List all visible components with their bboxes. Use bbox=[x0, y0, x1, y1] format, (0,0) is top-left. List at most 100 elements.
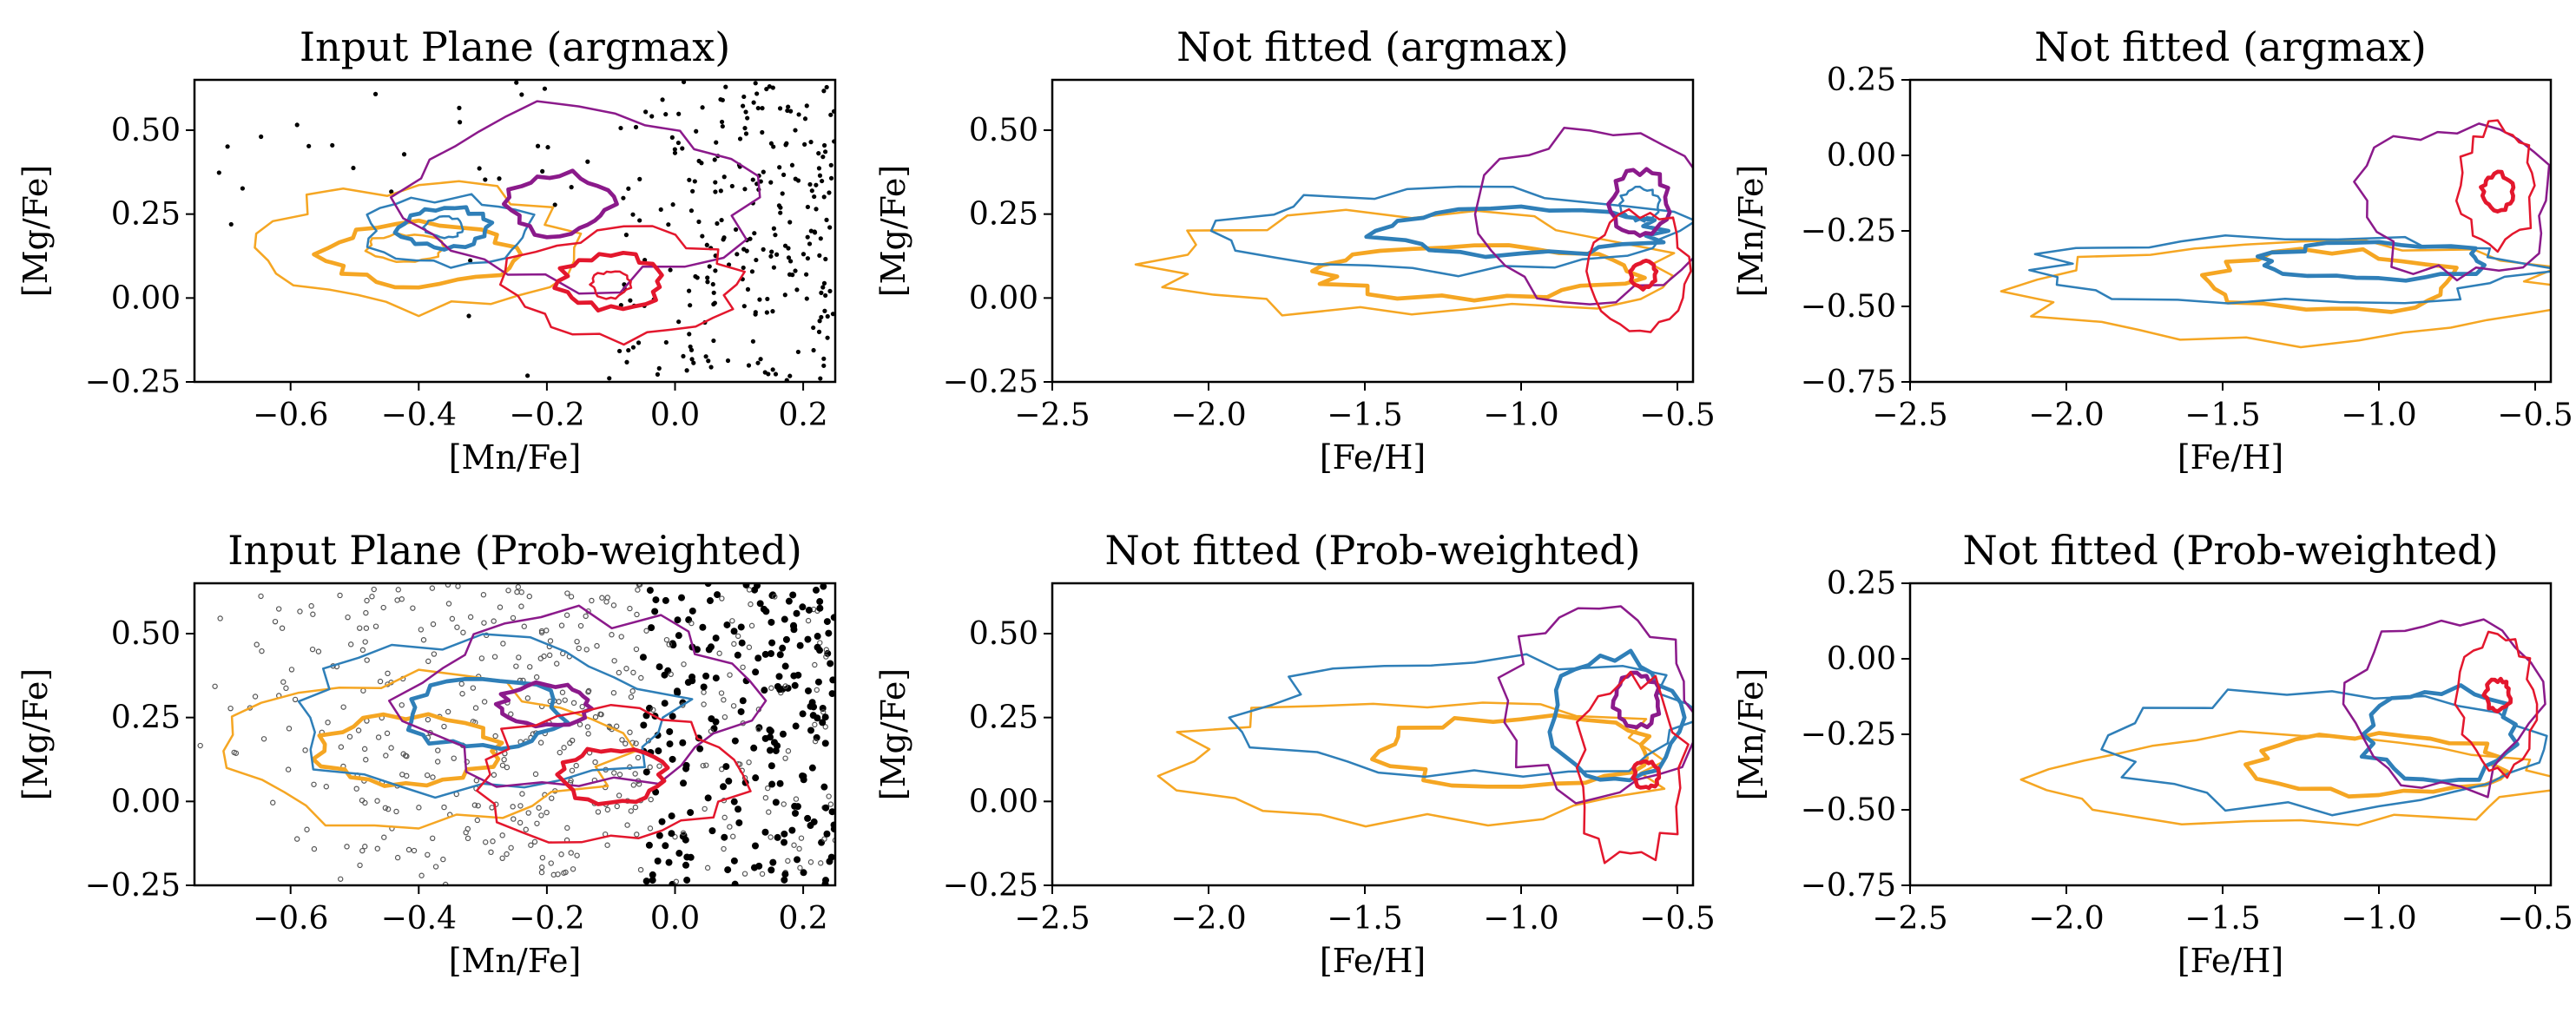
scatter-point bbox=[708, 365, 714, 370]
scatter-point bbox=[260, 736, 267, 742]
scatter-point bbox=[610, 602, 617, 608]
scatter-point bbox=[544, 809, 550, 816]
scatter-point bbox=[738, 639, 746, 647]
scatter-point bbox=[706, 358, 711, 364]
scatter-point bbox=[755, 360, 761, 365]
scatter-point bbox=[556, 699, 562, 705]
panel-2: −2.5 −2.0 −1.5 −1.0 −0.5 −0.25 0.00 0.25 0.50 Not… bbox=[874, 23, 1716, 477]
contour-line bbox=[2454, 119, 2536, 253]
scatter-point bbox=[716, 650, 722, 656]
scatter-point bbox=[770, 367, 775, 372]
scatter-point bbox=[774, 252, 780, 257]
contour-line bbox=[1156, 701, 1666, 828]
scatter-point bbox=[794, 856, 801, 864]
scatter-point bbox=[674, 616, 682, 624]
scatter-point bbox=[768, 762, 775, 770]
scatter-point bbox=[672, 147, 677, 152]
contour-line bbox=[1473, 126, 1693, 306]
scatter-point bbox=[583, 647, 590, 653]
scatter-point bbox=[628, 694, 635, 700]
contour-line bbox=[392, 205, 495, 252]
scatter-point bbox=[549, 795, 555, 801]
y-tick-label: 0.50 bbox=[111, 113, 181, 148]
scatter-point bbox=[394, 597, 400, 603]
scatter-point bbox=[636, 583, 642, 588]
scatter-point bbox=[796, 641, 804, 649]
contour-line bbox=[1628, 258, 1659, 292]
scatter-point bbox=[676, 111, 682, 116]
scatter-point bbox=[294, 122, 300, 128]
contour-line bbox=[254, 180, 583, 318]
scatter-point bbox=[808, 764, 816, 772]
scatter-point bbox=[782, 635, 790, 643]
scatter-point bbox=[623, 233, 629, 238]
scatter-point bbox=[789, 591, 797, 599]
scatter-point bbox=[751, 842, 759, 850]
panel-title: Not fitted (argmax) bbox=[2034, 23, 2427, 70]
scatter-point bbox=[283, 685, 289, 692]
x-tick-label: −0.2 bbox=[509, 398, 584, 433]
scatter-point bbox=[752, 231, 757, 236]
scatter-point bbox=[548, 860, 554, 866]
scatter-point bbox=[779, 730, 787, 738]
y-tick-label: 0.50 bbox=[111, 616, 181, 652]
scatter-point bbox=[656, 663, 663, 671]
x-tick-label: −2.5 bbox=[1014, 398, 1090, 433]
scatter-point bbox=[710, 725, 718, 733]
contour-line bbox=[589, 270, 633, 300]
scatter-point bbox=[500, 641, 506, 647]
scatter-point bbox=[288, 667, 295, 673]
scatter-point bbox=[405, 846, 412, 853]
scatter-point bbox=[768, 141, 774, 146]
contour-line bbox=[1611, 670, 1662, 730]
scatter-point bbox=[800, 772, 807, 780]
scatter-point bbox=[688, 344, 693, 350]
scatter-point bbox=[817, 319, 822, 324]
scatter-point bbox=[793, 796, 800, 802]
scatter-point bbox=[821, 194, 827, 200]
scatter-point bbox=[490, 838, 496, 845]
scatter-point bbox=[676, 319, 682, 325]
scatter-point bbox=[633, 646, 640, 653]
scatter-point bbox=[681, 80, 687, 85]
scatter-point bbox=[471, 802, 478, 808]
scatter-point bbox=[820, 783, 828, 791]
scatter-point bbox=[616, 792, 623, 799]
axes-frame bbox=[193, 78, 837, 384]
x-tick-label: −1.0 bbox=[2341, 901, 2416, 937]
scatter-point bbox=[673, 878, 680, 884]
contour-blue bbox=[2100, 683, 2548, 817]
scatter-point bbox=[700, 105, 705, 110]
scatter-point bbox=[718, 188, 723, 194]
scatter-point bbox=[740, 664, 746, 670]
scatter-point bbox=[361, 746, 368, 753]
scatter-point bbox=[776, 651, 784, 659]
scatter-point bbox=[353, 786, 359, 792]
y-tick-label: 0.25 bbox=[969, 197, 1038, 233]
scatter-point bbox=[826, 793, 832, 799]
contour-orange bbox=[1134, 208, 1676, 317]
contour-line bbox=[2199, 247, 2459, 314]
scatter-point bbox=[681, 353, 686, 359]
scatter-point bbox=[637, 866, 644, 873]
scatter-point bbox=[737, 707, 745, 715]
scatter-point bbox=[772, 746, 780, 754]
scatter-point bbox=[458, 680, 464, 687]
panel-title: Input Plane (Prob-weighted) bbox=[227, 527, 802, 574]
scatter-point bbox=[705, 646, 713, 654]
scatter-point bbox=[669, 135, 675, 140]
axes-frame bbox=[193, 582, 837, 887]
scatter-point bbox=[702, 805, 708, 812]
scatter-point bbox=[630, 345, 636, 350]
scatter-point bbox=[656, 832, 663, 839]
scatter-point bbox=[729, 833, 736, 839]
scatter-points bbox=[216, 80, 835, 382]
scatter-point bbox=[730, 857, 738, 865]
scatter-point bbox=[712, 674, 720, 682]
x-tick-label: 0.2 bbox=[778, 398, 827, 433]
scatter-point bbox=[745, 286, 751, 292]
scatter-point bbox=[811, 347, 816, 353]
scatter-point bbox=[781, 876, 788, 884]
scatter-point bbox=[812, 229, 817, 234]
